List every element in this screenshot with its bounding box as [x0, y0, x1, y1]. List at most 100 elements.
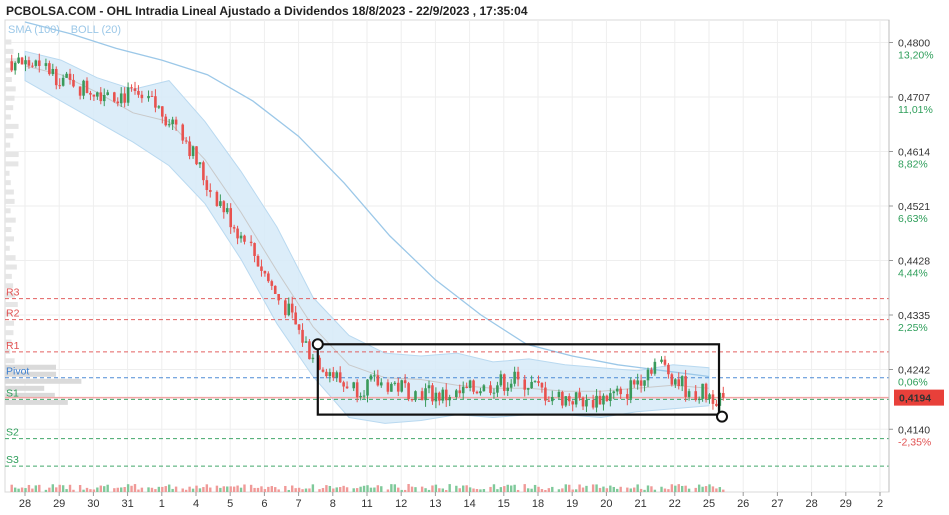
- candle-body: [222, 201, 226, 213]
- volume-bar: [332, 488, 335, 492]
- y-tick-label: 0,4428: [898, 255, 930, 267]
- box-frame: [316, 343, 721, 416]
- volume-bar: [509, 485, 513, 492]
- volume-profile-bar: [5, 283, 14, 289]
- volume-bar: [164, 486, 167, 492]
- candle-body: [400, 380, 403, 392]
- volume-bar: [198, 488, 202, 492]
- volume-bar: [605, 488, 609, 492]
- volume-bar: [116, 487, 119, 492]
- volume-bar: [431, 485, 434, 492]
- candle-body: [48, 63, 51, 75]
- volume-bar: [660, 486, 663, 492]
- candle-body: [133, 88, 137, 91]
- volume-bar: [571, 489, 574, 492]
- volume-bar: [85, 487, 89, 492]
- volume-bar: [140, 487, 144, 492]
- volume-profile-bar: [5, 255, 16, 261]
- candle-body: [636, 380, 639, 385]
- candle-body: [150, 95, 154, 97]
- volume-profile-bar: [5, 189, 14, 195]
- volume-bar: [48, 487, 51, 492]
- volume-bar: [697, 484, 701, 492]
- volume-bar: [44, 489, 48, 492]
- candle-body: [694, 391, 698, 401]
- volume-bar: [643, 489, 646, 492]
- candle-body: [72, 79, 75, 87]
- candle-body: [410, 399, 414, 401]
- volume-profile-bar: [5, 330, 14, 336]
- volume-bar: [526, 488, 530, 492]
- candle-body: [581, 397, 585, 407]
- level-label-s2: S2: [6, 427, 19, 439]
- candle-body: [342, 382, 345, 387]
- volume-profile-bar: [5, 86, 16, 92]
- volume-bar: [650, 486, 653, 492]
- volume-bar: [462, 485, 465, 492]
- volume-bar: [458, 488, 461, 492]
- volume-bar: [243, 484, 246, 492]
- volume-bar: [291, 485, 294, 492]
- candle-body: [550, 397, 554, 402]
- volume-bar: [24, 488, 27, 492]
- box-handle-end: [716, 410, 728, 423]
- volume-bar: [130, 485, 133, 492]
- volume-profile-bar: [5, 292, 15, 298]
- x-tick-label: 15: [498, 498, 510, 510]
- volume-bar: [157, 486, 161, 492]
- candle-body: [482, 385, 486, 392]
- x-tick-label: 12: [395, 498, 407, 510]
- volume-bar: [612, 486, 615, 492]
- volume-bar: [96, 487, 99, 492]
- candle-body: [44, 63, 48, 66]
- candles: [10, 52, 725, 413]
- bollinger-middle: [24, 65, 710, 392]
- volume-profile-bar: [5, 399, 68, 405]
- legend-item: SMA (100): [8, 24, 60, 36]
- volume-profile-bar: [5, 236, 14, 242]
- candle-body: [574, 392, 578, 405]
- volume-profile-bar: [5, 302, 18, 308]
- volume-bar: [595, 484, 598, 492]
- volume-bar: [646, 485, 650, 492]
- volume-bar: [373, 487, 376, 492]
- y-tick-label: 0,4242: [898, 364, 930, 376]
- candle-body: [653, 361, 657, 374]
- volume-bar: [434, 484, 438, 492]
- candle-body: [393, 382, 397, 384]
- volume-bar: [137, 489, 140, 492]
- candle-body: [205, 180, 209, 190]
- candle-body: [557, 391, 561, 398]
- candle-body: [492, 392, 496, 394]
- volume-bar: [715, 488, 718, 492]
- x-tick-label: 26: [737, 498, 749, 510]
- candle-body: [301, 329, 304, 343]
- candle-body: [82, 80, 85, 96]
- volume-bar: [667, 489, 670, 492]
- volume-bar: [55, 487, 58, 492]
- volume-bar: [209, 487, 212, 492]
- candle-body: [287, 303, 291, 316]
- candle-body: [188, 141, 191, 157]
- volume-bar: [195, 485, 198, 492]
- volume-profile-bar: [5, 273, 12, 279]
- candle-body: [366, 379, 369, 396]
- candle-body: [284, 300, 287, 316]
- volume-profile-bar: [5, 77, 12, 83]
- candle-body: [564, 396, 568, 406]
- volume-profile-bar: [5, 114, 11, 120]
- x-tick-label: 7: [296, 498, 302, 510]
- legend: SMA (100) BOLL (20): [8, 24, 121, 36]
- candle-body: [256, 255, 260, 267]
- volume-profile-bar: [5, 95, 15, 101]
- volume-bar: [181, 488, 184, 492]
- volume-bar: [468, 487, 472, 492]
- volume-bar: [58, 484, 61, 492]
- candle-body: [123, 93, 126, 103]
- volume-bar: [61, 485, 65, 492]
- candle-body: [119, 93, 123, 104]
- volume-bar: [308, 488, 311, 492]
- candle-body: [390, 383, 393, 392]
- volume-bar: [585, 485, 588, 492]
